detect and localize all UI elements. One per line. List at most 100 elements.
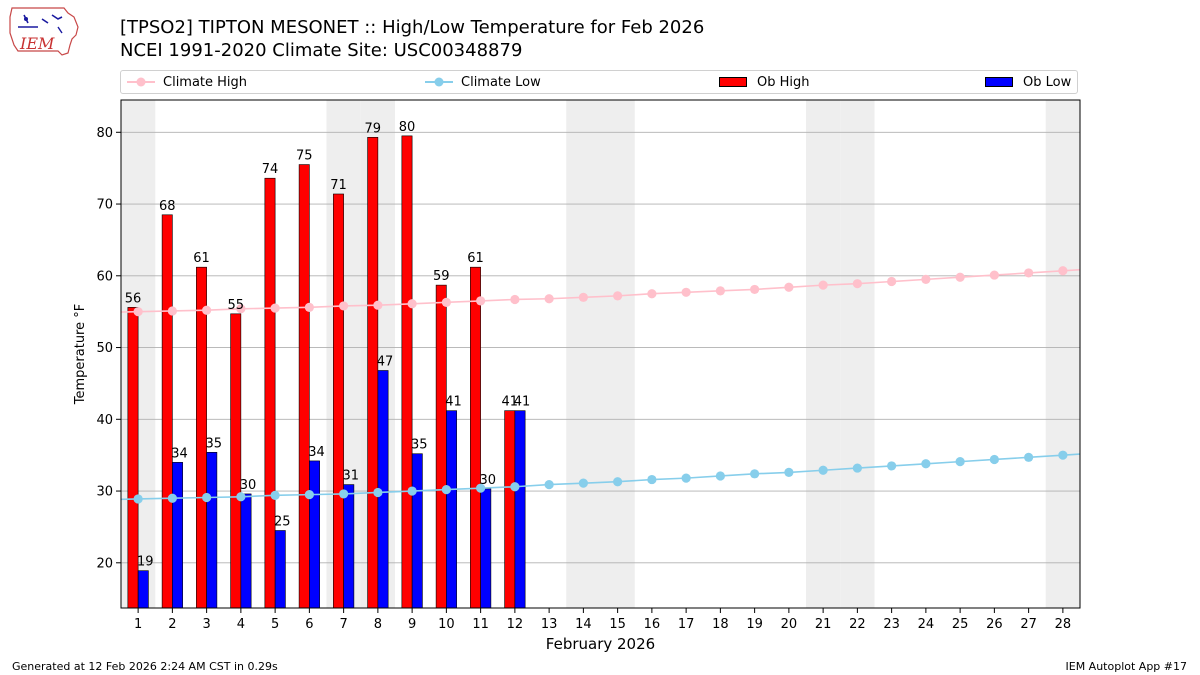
ob-high-bar-day-7 xyxy=(333,193,344,609)
ob-high-label-day-1: 56 xyxy=(125,291,142,306)
ob-high-label-day-9: 80 xyxy=(399,120,416,135)
climate-low-point-day-26 xyxy=(989,454,999,465)
legend-item-climate-high: Climate High xyxy=(127,71,247,93)
legend-label-ob-low: Ob Low xyxy=(1023,74,1072,90)
climate-high-point-day-4 xyxy=(236,304,246,314)
xtick-label-7: 7 xyxy=(339,617,347,632)
climate-high-point-day-15 xyxy=(613,291,623,301)
ytick-label-30: 30 xyxy=(96,485,113,500)
climate-low-point-day-9 xyxy=(407,486,417,496)
climate-low-point-day-22 xyxy=(852,463,862,473)
climate-high-point-day-13 xyxy=(544,294,554,304)
climate-low-point-day-18 xyxy=(715,471,725,481)
ob-high-label-day-3: 61 xyxy=(193,251,210,266)
climate-high-point-day-26 xyxy=(989,270,999,280)
ob-low-label-day-1: 19 xyxy=(137,555,154,570)
ob-low-bar-day-3 xyxy=(206,451,218,609)
ob-low-bar-day-5 xyxy=(274,530,286,609)
climate-high-point-day-11 xyxy=(476,296,486,306)
ob-low-label-day-9: 35 xyxy=(411,438,428,453)
weekend-shade-day-28 xyxy=(1045,100,1080,608)
xtick-label-1: 1 xyxy=(134,617,142,632)
climate-high-point-day-21 xyxy=(818,280,828,290)
xtick-label-14: 14 xyxy=(575,617,592,632)
ob-low-bar-day-11 xyxy=(480,488,492,609)
climate-low-point-day-24 xyxy=(921,459,931,469)
ob-low-label-day-12: 41 xyxy=(514,395,531,410)
ob-high-bar-day-9 xyxy=(401,135,413,609)
climate-high-point-day-14 xyxy=(578,292,588,302)
climate-high-point-day-3 xyxy=(202,305,212,315)
chart-title: [TPSO2] TIPTON MESONET :: High/Low Tempe… xyxy=(120,17,705,38)
legend-label-ob-high: Ob High xyxy=(757,74,810,90)
xtick-label-21: 21 xyxy=(815,617,832,632)
ob-high-label-day-10: 59 xyxy=(433,269,450,284)
ob-high-label-day-5: 74 xyxy=(262,162,279,177)
ob-low-bar-day-9 xyxy=(411,453,423,609)
xtick-label-22: 22 xyxy=(849,617,866,632)
weekend-shade-day-22 xyxy=(840,100,875,608)
weekend-shade-day-14 xyxy=(566,100,601,608)
ob-low-label-day-8: 47 xyxy=(377,355,394,370)
climate-low-point-day-15 xyxy=(613,477,623,487)
climate-high-point-day-2 xyxy=(167,306,177,316)
app-footer: IEM Autoplot App #17 xyxy=(1065,660,1188,673)
xtick-label-15: 15 xyxy=(609,617,626,632)
climate-low-point-day-21 xyxy=(818,465,828,475)
ob-low-label-day-11: 30 xyxy=(479,473,496,488)
legend-item-climate-low: Climate Low xyxy=(425,71,541,93)
ob-high-label-day-11: 61 xyxy=(467,251,484,266)
climate-low-point-day-23 xyxy=(887,461,897,471)
xtick-label-18: 18 xyxy=(712,617,729,632)
climate-high-point-day-10 xyxy=(441,297,451,307)
climate-high-point-day-28 xyxy=(1058,266,1068,276)
climate-high-line xyxy=(120,268,1081,313)
climate-low-point-day-2 xyxy=(167,493,177,503)
ob-high-label-day-12: 41 xyxy=(501,395,518,410)
ob-high-label-day-7: 71 xyxy=(330,178,347,193)
ob-high-bar-day-2 xyxy=(161,214,173,609)
climate-low-point-day-19 xyxy=(750,469,760,479)
weekend-shade-day-21 xyxy=(806,100,841,608)
xtick-label-9: 9 xyxy=(408,617,416,632)
climate-low-line xyxy=(120,453,1081,501)
climate-high-point-day-20 xyxy=(784,282,794,292)
climate-high-point-day-24 xyxy=(921,274,931,284)
climate-low-point-day-14 xyxy=(578,478,588,488)
ob-high-label-day-6: 75 xyxy=(296,149,313,164)
climate-high-point-day-23 xyxy=(887,276,897,287)
ob-high-bar-day-10 xyxy=(435,284,447,609)
climate-high-point-day-25 xyxy=(955,272,965,282)
climate-low-point-day-12 xyxy=(510,482,520,492)
legend: Climate High Climate Low Ob High Ob Low xyxy=(120,70,1078,94)
ob-low-label-day-2: 34 xyxy=(171,446,188,461)
xtick-label-11: 11 xyxy=(472,617,489,632)
climate-low-point-day-11 xyxy=(476,483,486,493)
xtick-label-4: 4 xyxy=(237,617,245,632)
xtick-label-26: 26 xyxy=(986,617,1003,632)
xtick-label-6: 6 xyxy=(305,617,313,632)
climate-low-point-day-1 xyxy=(133,494,143,504)
weekend-shade-day-15 xyxy=(600,100,635,608)
xtick-label-19: 19 xyxy=(746,617,763,632)
climate-high-point-day-6 xyxy=(304,302,314,312)
climate-low-point-day-17 xyxy=(681,473,691,483)
ytick-label-40: 40 xyxy=(96,413,113,428)
ob-high-bar-day-5 xyxy=(264,177,276,609)
legend-item-ob-low: Ob Low xyxy=(985,71,1071,93)
xtick-label-25: 25 xyxy=(952,617,969,632)
legend-label-climate-high: Climate High xyxy=(163,74,248,90)
ob-high-bar-day-11 xyxy=(470,266,481,609)
climate-low-point-day-3 xyxy=(202,492,212,503)
ob-low-bar-day-10 xyxy=(446,410,457,609)
ytick-label-20: 20 xyxy=(96,556,113,571)
xtick-label-16: 16 xyxy=(644,617,661,632)
ob-low-label-day-10: 41 xyxy=(445,395,462,410)
ytick-label-70: 70 xyxy=(96,198,113,213)
ob-low-bar-day-7 xyxy=(343,484,355,609)
ob-low-label-day-4: 30 xyxy=(240,478,257,493)
climate-low-point-day-10 xyxy=(441,485,451,495)
xtick-label-13: 13 xyxy=(541,617,558,632)
climate-low-point-day-6 xyxy=(304,490,314,500)
ytick-label-80: 80 xyxy=(96,126,113,141)
